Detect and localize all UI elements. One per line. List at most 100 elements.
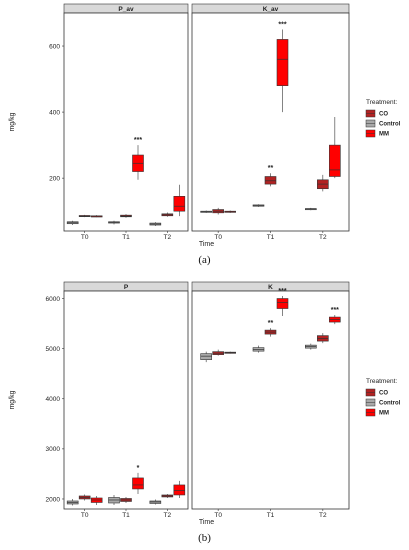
x-axis-label: Time: [199, 241, 214, 248]
y-tick-label: 200: [49, 175, 60, 182]
box-control-t0: [66, 498, 79, 506]
box-co-t1: [264, 173, 277, 187]
box-mm-t2: [173, 480, 186, 498]
box-co-t2: [317, 333, 329, 344]
legend-title: Treatment:: [366, 378, 397, 385]
caption-b: (b): [198, 532, 211, 544]
box-control-t2: [149, 222, 162, 227]
box-control-t2: [305, 207, 317, 211]
box: [132, 477, 144, 490]
x-axis-label: Time: [199, 519, 214, 526]
box-mm-t2: [173, 184, 186, 217]
legend-key-control: [365, 398, 376, 407]
legend-label: CO: [379, 112, 388, 118]
box: [173, 196, 186, 212]
significance-label: ***: [134, 137, 142, 144]
significance-label: ***: [278, 288, 286, 295]
box-control-t2: [149, 499, 162, 505]
box-co-t1: [120, 214, 132, 218]
box: [329, 144, 341, 177]
box-control-t0: [200, 210, 212, 213]
x-tick-label: T1: [267, 234, 275, 241]
panel-frame: [63, 290, 189, 510]
box-control-t1: [252, 345, 265, 353]
box: [276, 39, 289, 86]
significance-label: ***: [278, 22, 286, 29]
box-mm-t1: [276, 29, 289, 113]
box-control-t2: [305, 343, 317, 350]
caption-a: (a): [198, 254, 211, 266]
y-tick-label: 5000: [46, 346, 61, 353]
significance-label: **: [268, 320, 274, 327]
y-tick-label: 2000: [46, 496, 61, 503]
x-tick-label: T0: [81, 234, 89, 241]
box-co-t1: [264, 328, 277, 337]
y-axis-label: mg/kg: [9, 112, 16, 131]
x-tick-label: T2: [164, 512, 172, 519]
y-tick-label: 6000: [46, 296, 61, 303]
box-co-t2: [317, 174, 329, 192]
box-control-t1: [108, 494, 120, 505]
significance-label: ***: [331, 307, 339, 314]
box-co-t0: [78, 494, 91, 501]
legend-key-co: [365, 109, 376, 118]
y-tick-label: 4000: [46, 396, 61, 403]
significance-label: *: [137, 465, 140, 472]
box-co-t0: [78, 214, 91, 218]
box-mm-t2: [329, 315, 341, 325]
box-co-t0: [212, 207, 224, 215]
box: [200, 353, 212, 360]
box-co-t2: [161, 493, 174, 498]
box-mm-t0: [224, 210, 236, 213]
x-tick-label: T1: [267, 512, 275, 519]
box-mm-t1: [276, 296, 289, 317]
box-control-t0: [200, 351, 212, 363]
y-axis-label: mg/kg: [9, 390, 16, 409]
x-tick-label: T0: [214, 234, 222, 241]
box-co-t0: [212, 349, 224, 356]
panel-frame: [63, 12, 189, 232]
x-tick-label: T2: [164, 234, 172, 241]
y-tick-label: 400: [49, 109, 60, 116]
box-mm-t0: [90, 215, 103, 218]
panel-frame: [191, 12, 350, 232]
box-control-t0: [66, 220, 79, 226]
x-tick-label: T0: [214, 512, 222, 519]
facet-title: P_av: [118, 6, 134, 13]
legend-label: CO: [379, 391, 388, 397]
significance-label: **: [268, 165, 274, 172]
box-control-t1: [252, 204, 265, 207]
box: [276, 298, 289, 309]
legend-label: MM: [379, 132, 389, 138]
box: [264, 176, 277, 185]
facet-title: K_av: [263, 6, 279, 13]
box-co-t1: [120, 496, 132, 503]
legend-label: Control: [379, 122, 401, 128]
box-co-t2: [161, 212, 174, 217]
x-tick-label: T2: [319, 234, 327, 241]
legend-key-mm: [365, 129, 376, 138]
legend-key-co: [365, 388, 376, 397]
panel-frame: [191, 290, 350, 510]
box-mm-t0: [90, 495, 103, 505]
legend-key-mm: [365, 408, 376, 417]
x-tick-label: T0: [81, 512, 89, 519]
facet-title: P: [124, 284, 129, 291]
y-tick-label: 3000: [46, 446, 61, 453]
box-control-t1: [108, 220, 120, 225]
legend-label: Control: [379, 401, 401, 407]
y-tick-label: 600: [49, 43, 60, 50]
x-tick-label: T2: [319, 512, 327, 519]
box: [173, 484, 186, 496]
box-mm-t1: [132, 145, 144, 180]
x-tick-label: T1: [122, 234, 130, 241]
box-mm-t2: [329, 117, 341, 179]
box-mm-t0: [224, 351, 236, 354]
x-tick-label: T1: [122, 512, 130, 519]
legend-label: MM: [379, 411, 389, 417]
box-mm-t1: [132, 472, 144, 494]
legend-title: Treatment:: [366, 99, 397, 106]
legend-key-control: [365, 119, 376, 128]
facet-title: K: [268, 284, 273, 291]
